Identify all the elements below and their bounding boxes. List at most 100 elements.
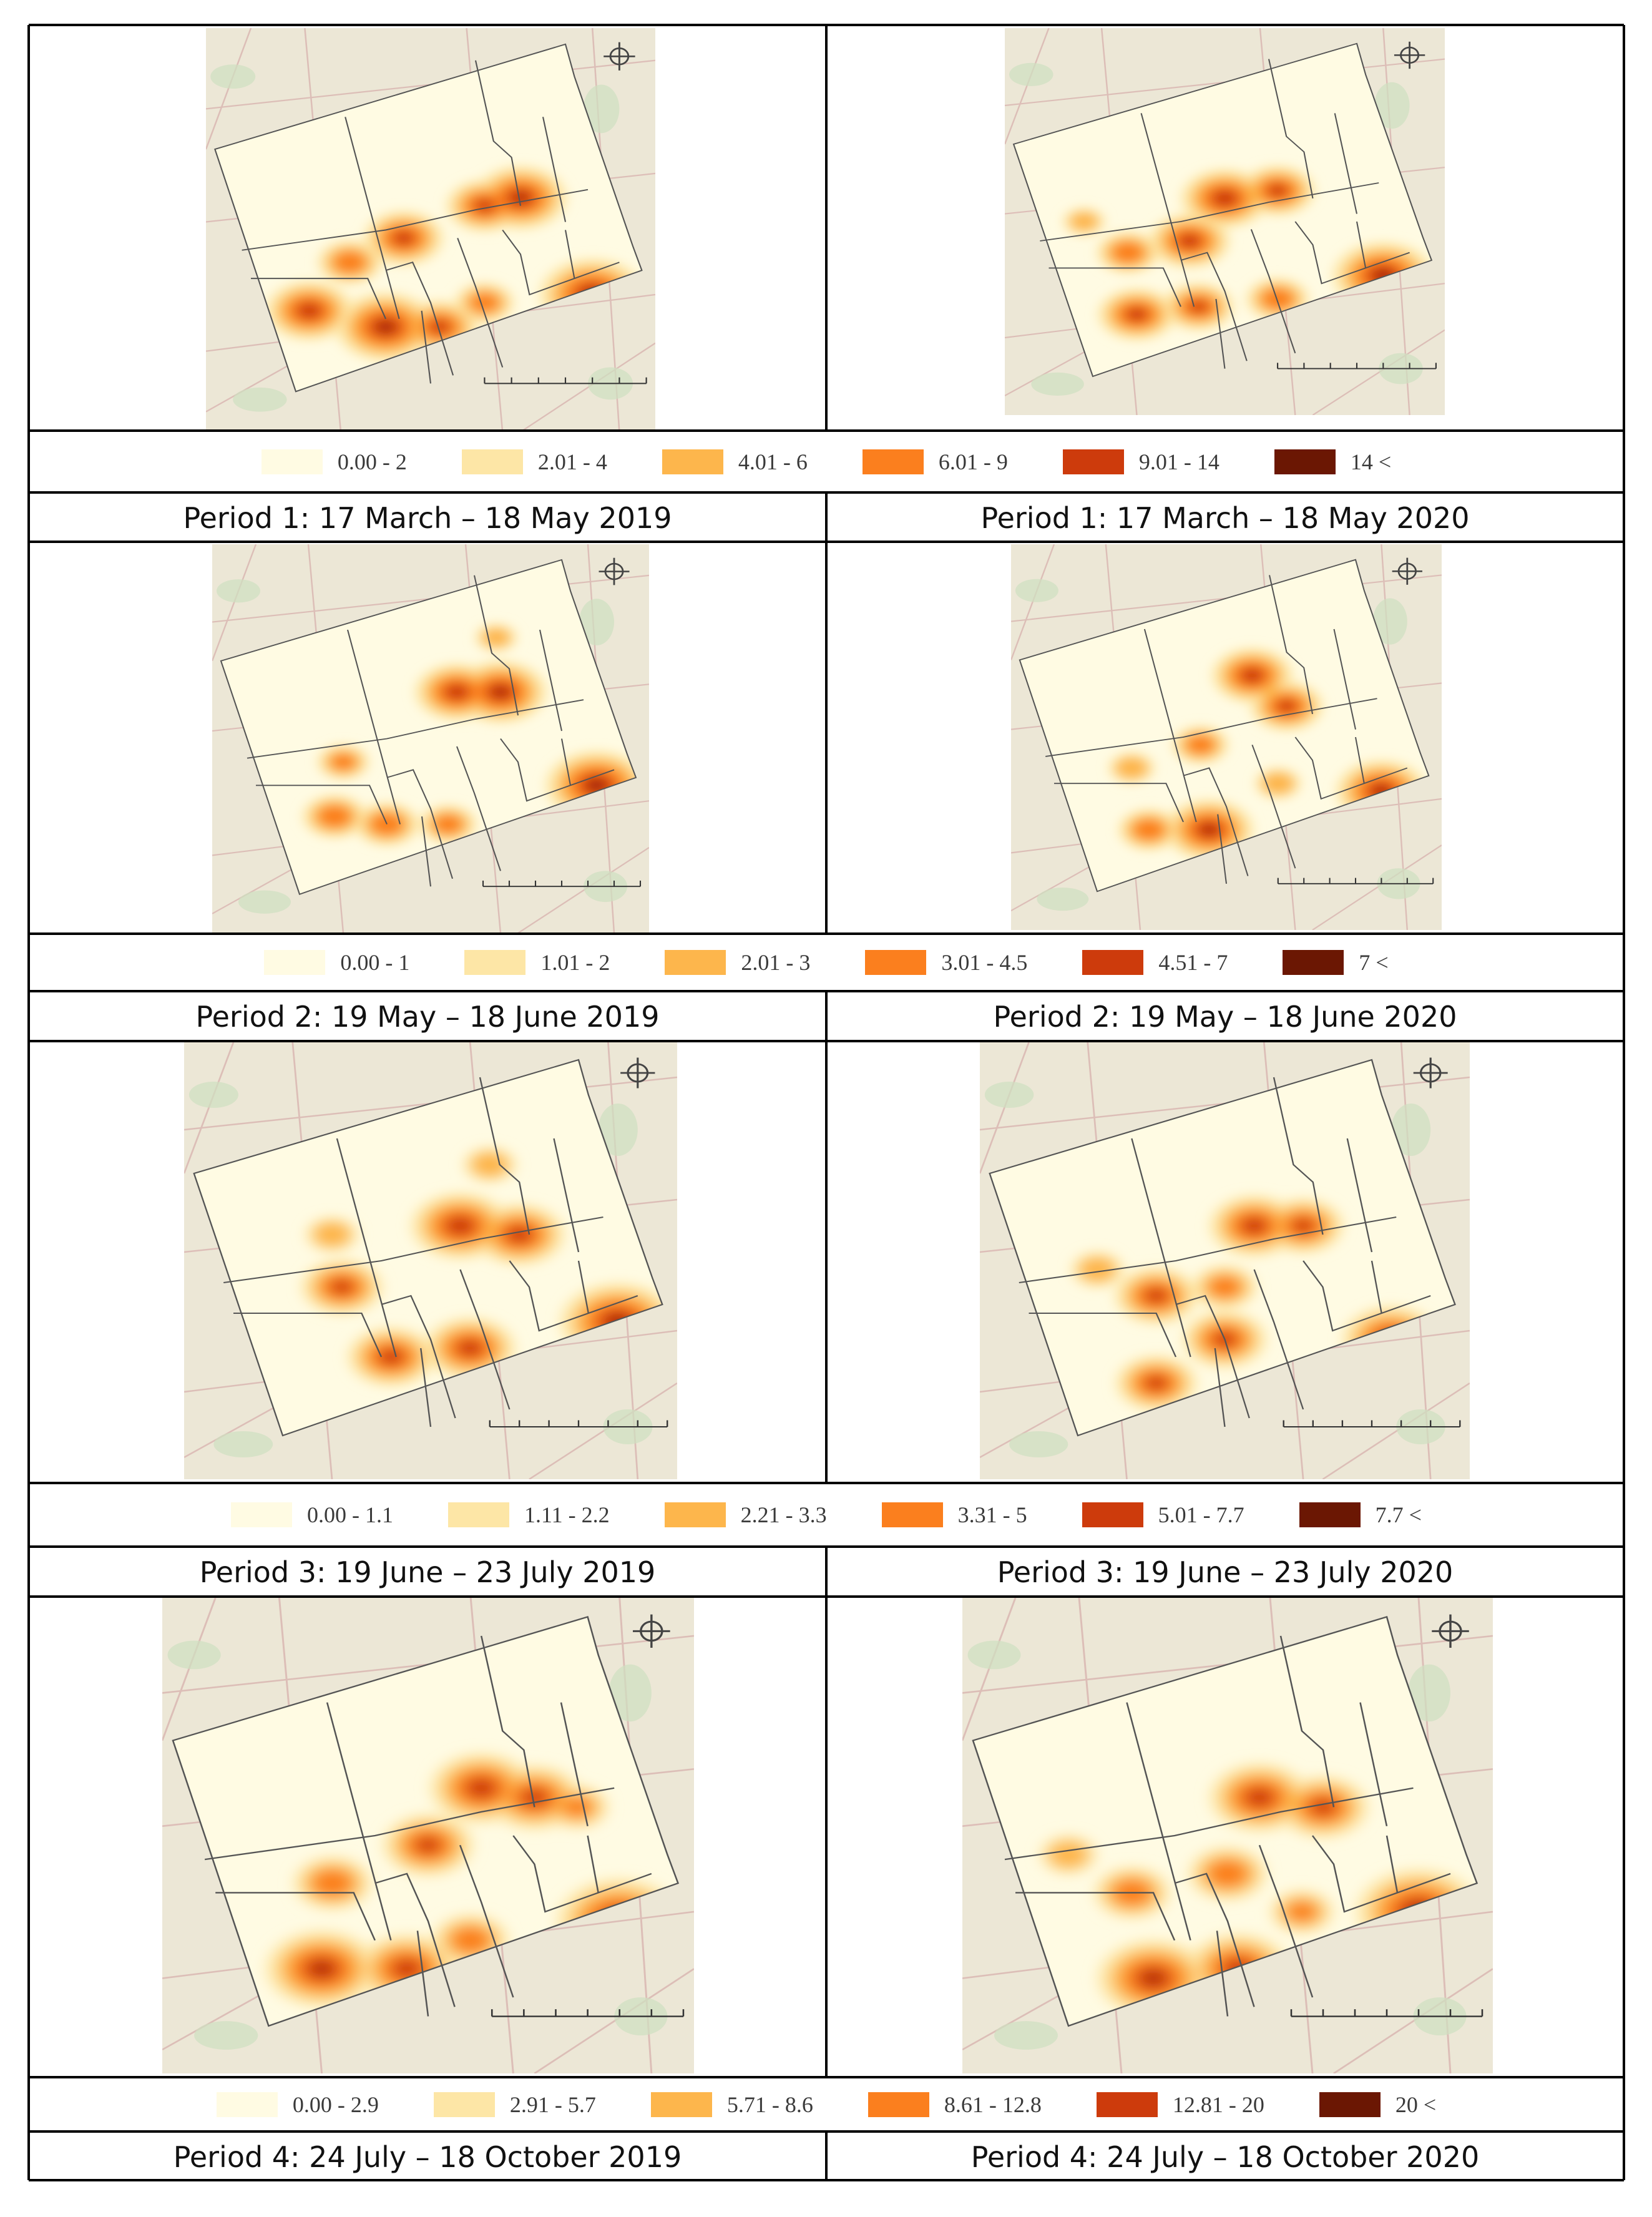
- scale-bar-icon: [1277, 363, 1437, 370]
- heatmap-map: [980, 1042, 1470, 1479]
- hotspot-level-4-0: [1241, 1217, 1268, 1235]
- table-border: [1623, 542, 1625, 1041]
- scale-bar-icon: [1277, 878, 1434, 884]
- north-arrow-icon: [1394, 41, 1425, 69]
- hotspot-level-3-2: [319, 806, 350, 827]
- legend-item: 0.00 - 1.1: [231, 1502, 393, 1528]
- table-border: [825, 1041, 828, 1483]
- legend-item: 2.01 - 3: [665, 949, 810, 976]
- legend-label: 14 <: [1350, 449, 1392, 474]
- legend-label: 0.00 - 2: [337, 449, 407, 474]
- legend-label: 20 <: [1395, 2092, 1437, 2117]
- legend-label: 5.01 - 7.7: [1158, 1502, 1244, 1527]
- table-border: [1623, 1597, 1625, 2180]
- legend-label: 9.01 - 14: [1138, 449, 1219, 474]
- legend-swatch: [464, 950, 526, 975]
- legend-swatch: [1096, 2092, 1158, 2117]
- legend-swatch: [865, 950, 927, 975]
- hotspot-level-4-2: [331, 1280, 353, 1294]
- table-border: [29, 932, 1624, 935]
- hotspot-level-4-3: [379, 1348, 404, 1366]
- legend-label: 7.7 <: [1375, 1502, 1422, 1527]
- heatmap-map: [184, 1042, 677, 1479]
- table-border: [27, 1041, 30, 1597]
- legend-swatch: [868, 2092, 929, 2117]
- legend-label: 2.01 - 3: [741, 950, 811, 975]
- legend: 0.00 - 2.9 2.91 - 5.7 5.71 - 8.6 8.61 - 12.…: [29, 2077, 1624, 2131]
- legend-item: 1.11 - 2.2: [448, 1502, 610, 1528]
- legend-item: 6.01 - 9: [862, 449, 1008, 475]
- legend-label: 7 <: [1359, 950, 1389, 975]
- legend-swatch: [881, 1502, 943, 1527]
- scale-bar-icon: [484, 377, 647, 384]
- hotspot-level-4-1: [1311, 1799, 1336, 1816]
- legend-swatch: [461, 449, 523, 474]
- scale-bar-icon: [482, 880, 642, 888]
- north-arrow-icon: [1413, 1057, 1448, 1089]
- table-border: [1623, 1041, 1625, 1597]
- hotspot-level-3-3: [371, 813, 403, 835]
- hotspot-level-3-5: [1210, 1277, 1239, 1297]
- district-boundaries: [972, 1616, 1478, 2027]
- heatmap-map: [212, 544, 649, 933]
- legend-swatch: [664, 1502, 726, 1527]
- district-boundaries: [1012, 42, 1433, 378]
- legend-item: 5.01 - 7.7: [1082, 1502, 1244, 1528]
- north-arrow-icon: [1432, 1614, 1469, 1648]
- legend-label: 3.01 - 4.5: [941, 950, 1028, 975]
- legend-swatch: [650, 2092, 712, 2117]
- scale-bar-icon: [491, 2009, 685, 2017]
- legend-item: 8.61 - 12.8: [868, 2092, 1042, 2118]
- district-boundaries: [989, 1059, 1456, 1437]
- district-boundaries: [193, 1059, 663, 1437]
- hotspot-level-4-2: [416, 1837, 441, 1854]
- heatmap-map: [162, 1598, 694, 2073]
- hotspot-level-4-0: [444, 683, 469, 701]
- table-border: [29, 1482, 1624, 1484]
- table-border: [29, 429, 1624, 432]
- table-border: [825, 492, 828, 542]
- period-caption: Period 1: 17 March – 18 May 2019: [183, 501, 672, 535]
- legend-swatch: [862, 449, 924, 474]
- hotspot-level-4-1: [393, 230, 415, 246]
- legend-swatch: [662, 449, 723, 474]
- study-area: [1019, 559, 1429, 892]
- hotspot-level-4-4: [1145, 1376, 1167, 1391]
- legend-item: 20 <: [1319, 2092, 1436, 2118]
- table-border: [1623, 25, 1625, 542]
- scale-bar-icon: [489, 1420, 668, 1428]
- hotspot-level-3-4: [435, 815, 461, 833]
- basemap-parks: [167, 1640, 668, 2050]
- table-border: [29, 2179, 1624, 2181]
- legend-swatch: [665, 950, 726, 975]
- map-panel: [1005, 28, 1445, 415]
- district-boundaries: [214, 43, 643, 393]
- period-caption: Period 4: 24 July – 18 October 2020: [970, 2140, 1480, 2174]
- hotspot-level-4-0: [1244, 1788, 1274, 1808]
- legend-item: 2.91 - 5.7: [433, 2092, 596, 2118]
- legend-swatch: [216, 2092, 278, 2117]
- legend-item: 4.01 - 6: [662, 449, 808, 475]
- legend-item: 12.81 - 20: [1096, 2092, 1264, 2118]
- hotspot-level-4-2: [1145, 1288, 1168, 1304]
- heatmap-map: [962, 1598, 1493, 2073]
- district-boundaries: [172, 1616, 680, 2027]
- scale-bar-icon: [1290, 2009, 1483, 2017]
- legend-label: 8.61 - 12.8: [944, 2092, 1042, 2117]
- legend-item: 0.00 - 1: [264, 949, 409, 976]
- table-border: [825, 2131, 828, 2180]
- map-panel: [162, 1598, 694, 2073]
- hotspot-level-3-7: [471, 293, 498, 312]
- basemap-parks: [984, 1082, 1445, 1457]
- scale-bar-icon: [1283, 1420, 1461, 1428]
- hotspot-level-3-6: [331, 754, 355, 770]
- table-border: [27, 25, 30, 542]
- hotspot-level-5-4: [316, 1965, 327, 1972]
- hotspot-level-5-4: [1148, 1975, 1159, 1982]
- legend-label: 3.31 - 5: [957, 1502, 1027, 1527]
- table-border: [825, 1597, 828, 2077]
- legend-swatch: [1274, 449, 1336, 474]
- table-border: [825, 542, 828, 934]
- legend-label: 2.91 - 5.7: [509, 2092, 596, 2117]
- legend-label: 4.01 - 6: [738, 449, 808, 474]
